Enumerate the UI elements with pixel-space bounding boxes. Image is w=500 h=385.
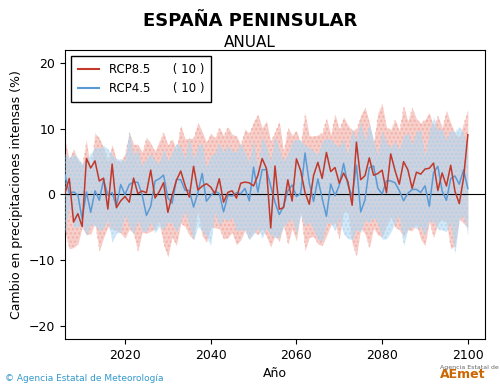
Text: AEmet: AEmet xyxy=(440,368,486,381)
Text: Agencia Estatal de Meteorología: Agencia Estatal de Meteorología xyxy=(440,364,500,370)
Text: © Agencia Estatal de Meteorología: © Agencia Estatal de Meteorología xyxy=(5,374,164,383)
Text: ANUAL: ANUAL xyxy=(224,35,276,50)
Y-axis label: Cambio en precipitaciones intensas (%): Cambio en precipitaciones intensas (%) xyxy=(10,70,24,319)
Text: ESPAÑA PENINSULAR: ESPAÑA PENINSULAR xyxy=(143,12,357,30)
Legend: RCP8.5      ( 10 ), RCP4.5      ( 10 ): RCP8.5 ( 10 ), RCP4.5 ( 10 ) xyxy=(71,56,212,102)
X-axis label: Año: Año xyxy=(263,367,287,380)
